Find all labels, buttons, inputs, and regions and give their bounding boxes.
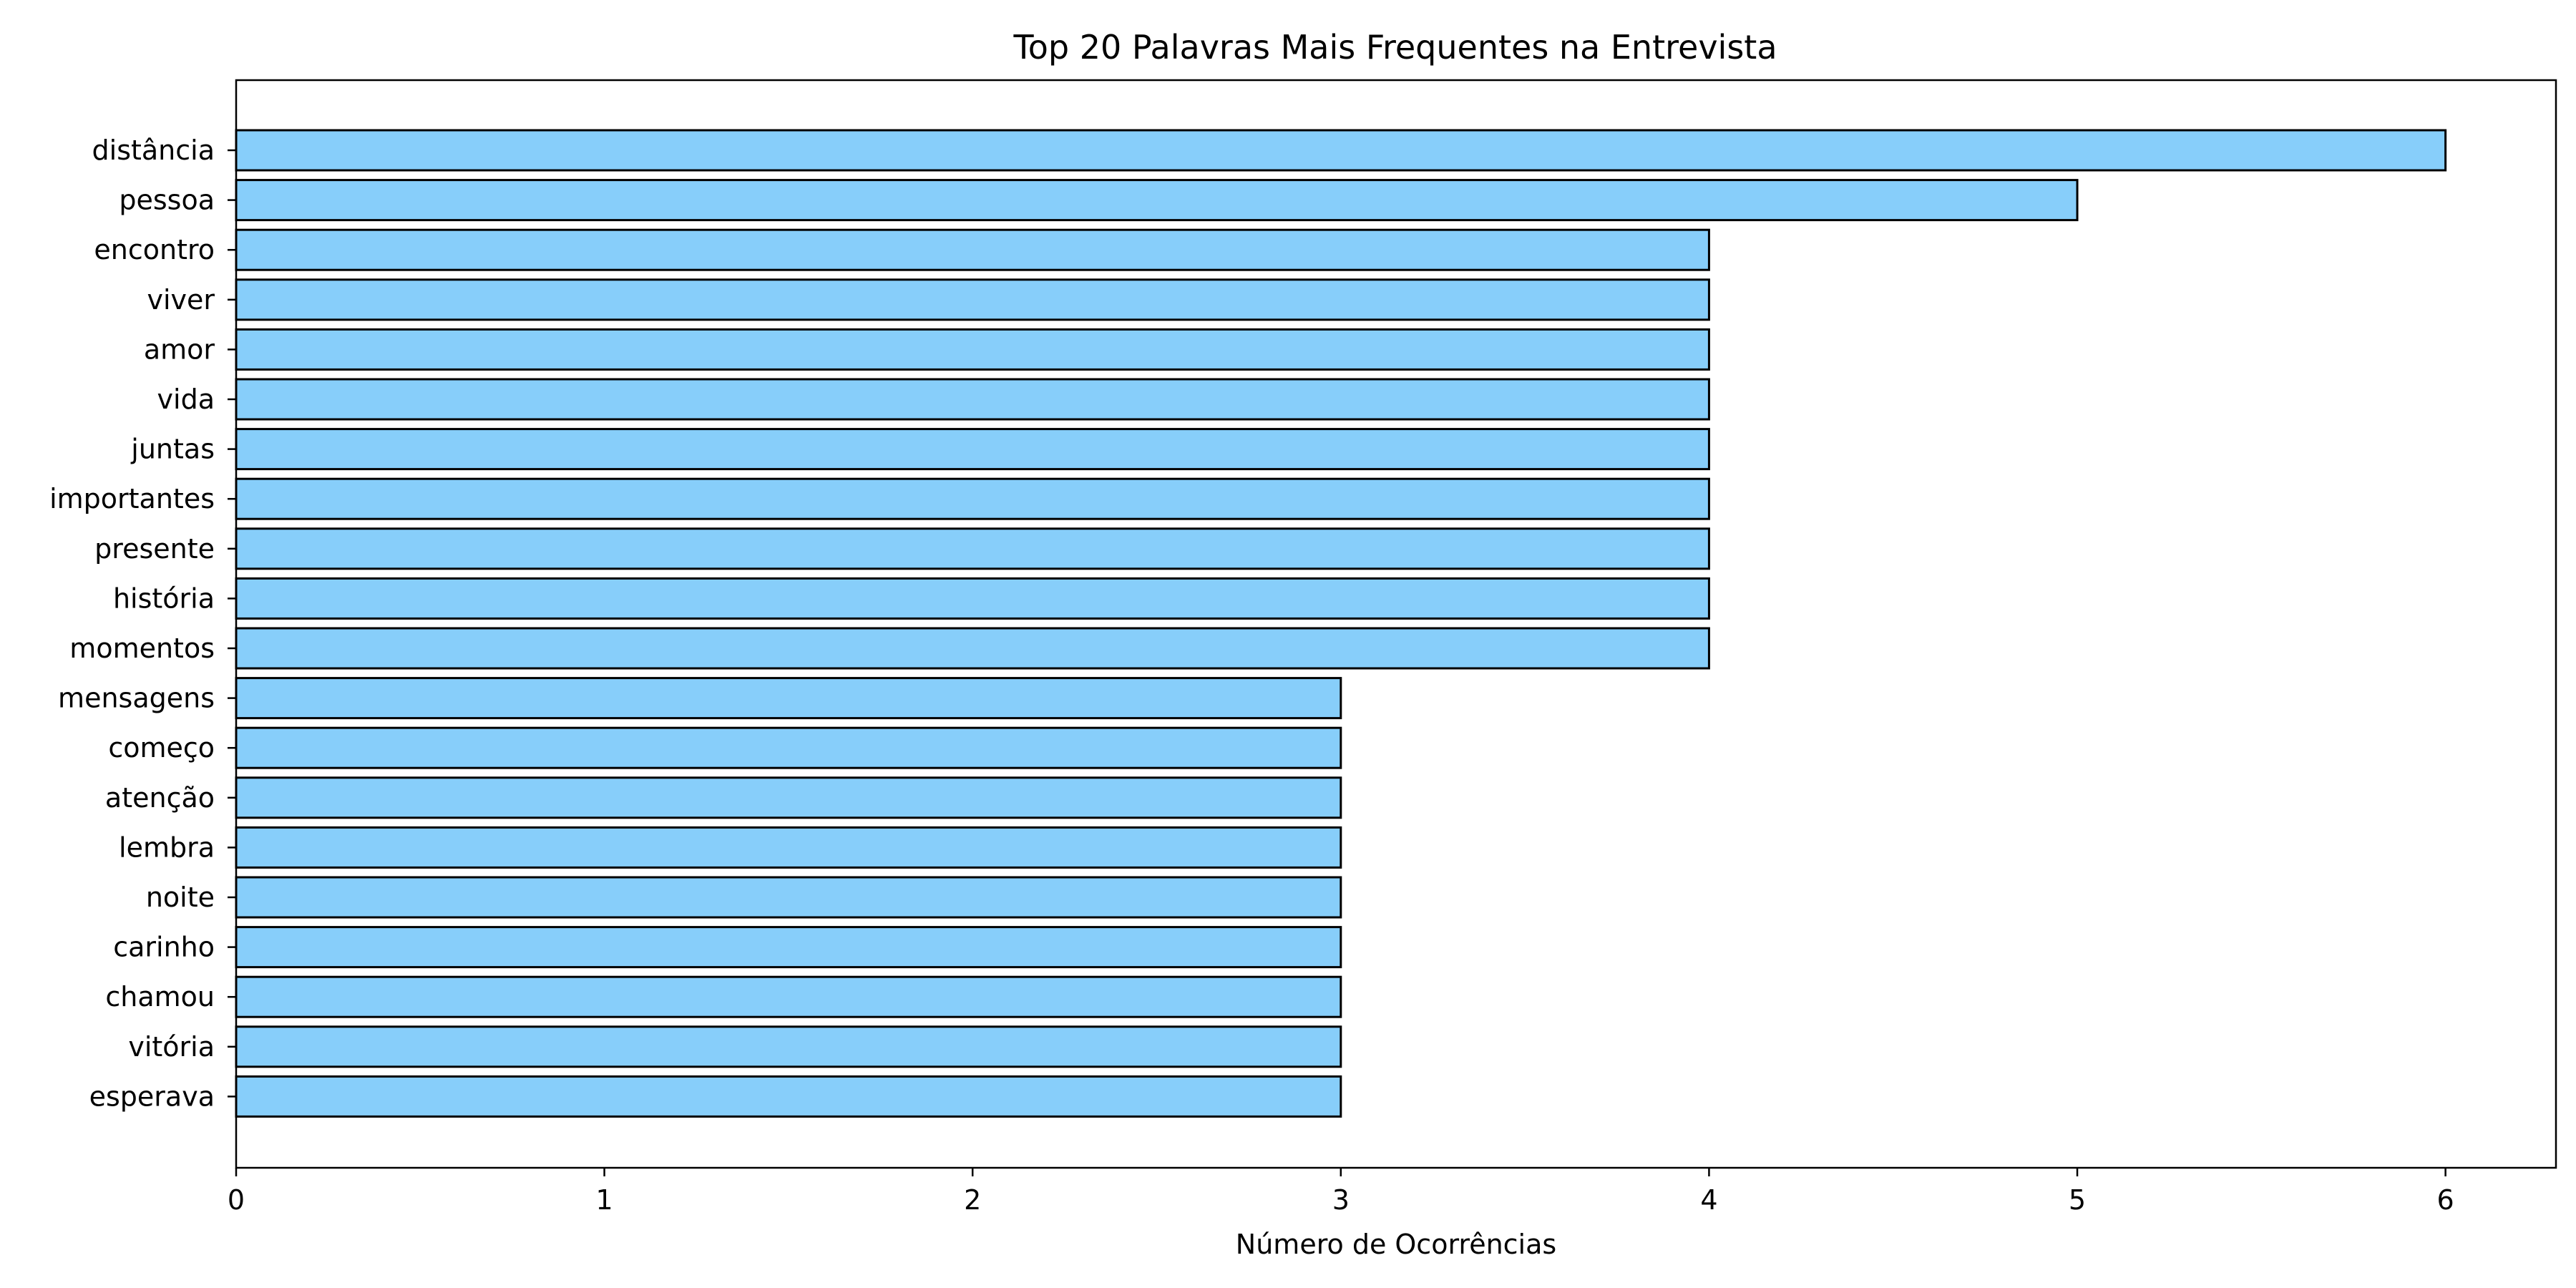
x-tick-label-3: 3 [1332,1184,1350,1216]
y-tick-label-18: vitória [128,1031,215,1063]
y-tick-label-13: atenção [105,782,215,814]
bar-11 [235,677,1342,720]
bar-16 [235,926,1342,969]
bar-13 [235,776,1342,819]
x-axis-label: Número de Ocorrências [1236,1229,1556,1260]
x-tick-label-6: 6 [2437,1184,2454,1216]
x-tick-label-2: 2 [964,1184,981,1216]
bar-17 [235,975,1342,1018]
bar-3 [235,278,1710,321]
bar-5 [235,378,1710,421]
bar-0 [235,129,2447,172]
y-tick-label-2: encontro [94,234,215,265]
y-tick-label-19: esperava [89,1080,215,1112]
y-tick-label-7: importantes [49,483,215,514]
y-tick-label-15: noite [146,882,215,913]
bar-19 [235,1075,1342,1118]
y-tick-label-3: viver [147,284,215,316]
y-tick-label-14: lembra [119,831,215,863]
bars-group [235,129,2447,1118]
y-tick-label-4: amor [144,333,215,365]
bar-8 [235,527,1710,570]
bar-15 [235,876,1342,919]
chart-title: Top 20 Palavras Mais Frequentes na Entre… [1013,28,1777,67]
bar-4 [235,328,1710,371]
y-tick-label-17: chamou [105,981,215,1013]
y-tick-label-5: vida [157,384,215,415]
bar-9 [235,577,1710,620]
x-tick-label-5: 5 [2069,1184,2086,1216]
y-tick-label-6: juntas [130,434,215,465]
bar-14 [235,826,1342,869]
x-tick-label-4: 4 [1700,1184,1717,1216]
x-tick-label-0: 0 [228,1184,245,1216]
y-tick-label-8: presente [94,533,215,565]
y-tick-label-10: momentos [69,633,215,664]
bar-6 [235,428,1710,471]
y-tick-label-16: carinho [113,932,215,963]
y-tick-label-1: pessoa [119,185,215,216]
y-axis-ticks: distância pessoa encontro viver amor vida junt… [49,135,236,1112]
bar-2 [235,228,1710,271]
y-tick-label-11: mensagens [58,683,215,714]
bar-12 [235,726,1342,769]
y-tick-label-0: distância [92,135,215,166]
bar-1 [235,179,2079,222]
plot-frame [235,79,2557,1169]
x-axis-ticks: 0 1 2 3 4 5 6 [228,1168,2454,1216]
y-tick-label-9: história [113,582,215,614]
y-tick-label-12: começo [108,732,215,763]
bar-7 [235,477,1710,520]
x-tick-label-1: 1 [596,1184,613,1216]
bar-18 [235,1025,1342,1068]
bar-10 [235,627,1710,670]
